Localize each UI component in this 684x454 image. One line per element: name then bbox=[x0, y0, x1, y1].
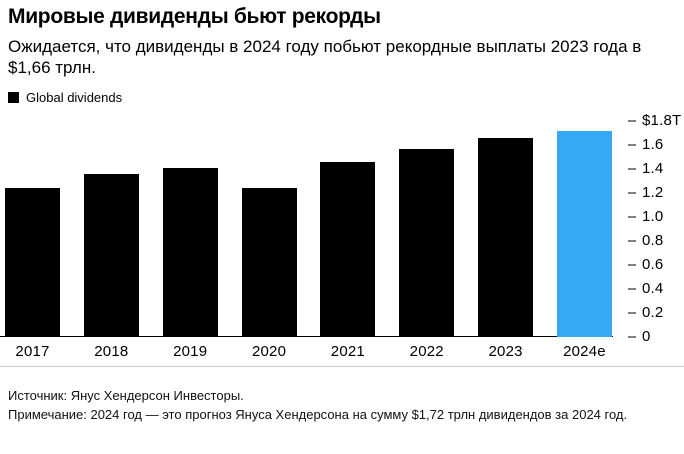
legend-swatch-icon bbox=[8, 91, 19, 103]
y-tick-dash-0 bbox=[628, 336, 636, 338]
page-title: Мировые дивиденды бьют рекорды bbox=[8, 5, 381, 28]
chart-subtitle: Ожидается, что дивиденды в 2024 году поб… bbox=[8, 37, 642, 77]
y-tick-dash-$1.8T bbox=[628, 120, 636, 122]
chart-legend: Global dividends bbox=[8, 90, 684, 104]
y-tick-label-1.4: 1.4 bbox=[642, 160, 664, 177]
y-tick-label-0.8: 0.8 bbox=[642, 232, 664, 249]
y-tick-dash-1.6 bbox=[628, 144, 636, 146]
x-axis-label-2019: 2019 bbox=[173, 343, 208, 360]
forecast-note: Примечание: 2024 год — это прогноз Януса… bbox=[8, 407, 628, 422]
y-tick-label-0: 0 bbox=[642, 328, 651, 345]
bar-2022 bbox=[399, 148, 455, 337]
chart-footer: Источник: Янус Хендерсон Инвесторы. Прим… bbox=[8, 386, 684, 424]
y-tick-label-1.0: 1.0 bbox=[642, 208, 664, 225]
bar-2023 bbox=[478, 137, 534, 337]
y-tick-dash-0.4 bbox=[628, 288, 636, 290]
y-tick-dash-1.4 bbox=[628, 168, 636, 170]
y-tick-label-1.2: 1.2 bbox=[642, 184, 664, 201]
bar-2019 bbox=[162, 167, 218, 337]
bar-2021 bbox=[320, 161, 376, 337]
dividends-bar-chart: 2017 2018 2019 2020 2021 2022 2023 2024e $1.8T 1.… bbox=[0, 109, 684, 363]
x-axis-label-2023: 2023 bbox=[488, 343, 523, 360]
x-axis-label-2022: 2022 bbox=[409, 343, 444, 360]
legend-label: Global dividends bbox=[26, 89, 123, 105]
y-tick-dash-1.2 bbox=[628, 192, 636, 194]
source-note: Источник: Янус Хендерсон Инвесторы. bbox=[8, 388, 244, 403]
y-tick-dash-0.2 bbox=[628, 312, 636, 314]
bar-2024e bbox=[556, 130, 612, 337]
x-axis-label-2020: 2020 bbox=[251, 343, 287, 360]
x-axis-label-2017: 2017 bbox=[15, 343, 50, 360]
y-tick-label-$1.8T: $1.8T bbox=[642, 112, 682, 129]
y-tick-dash-0.8 bbox=[628, 240, 636, 242]
x-axis-label-2018: 2018 bbox=[94, 343, 129, 360]
y-tick-label-0.4: 0.4 bbox=[642, 280, 664, 297]
bar-2018 bbox=[83, 173, 139, 337]
y-tick-dash-1.0 bbox=[628, 216, 636, 218]
x-axis-label-2024e: 2024e bbox=[563, 343, 606, 360]
bar-2017 bbox=[5, 188, 60, 337]
x-axis-label-2021: 2021 bbox=[330, 343, 365, 360]
footer-divider bbox=[0, 366, 684, 367]
y-tick-label-1.6: 1.6 bbox=[642, 136, 664, 153]
x-axis-line bbox=[0, 335, 613, 337]
bar-2020 bbox=[241, 188, 297, 337]
y-tick-label-0.2: 0.2 bbox=[642, 304, 664, 321]
y-tick-dash-0.6 bbox=[628, 264, 636, 266]
y-tick-label-0.6: 0.6 bbox=[642, 256, 664, 273]
